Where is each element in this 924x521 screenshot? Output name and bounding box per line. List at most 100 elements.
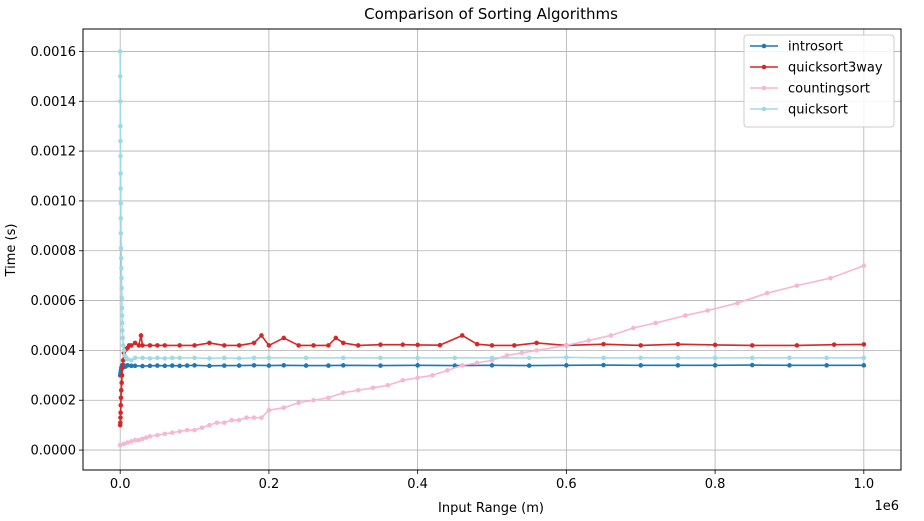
series-quicksort (117, 49, 867, 363)
data-point-introsort (526, 363, 532, 368)
data-point-countingsort (534, 348, 539, 353)
data-point-countingsort (199, 425, 205, 430)
data-point-quicksort (118, 138, 123, 144)
data-point-countingsort (794, 283, 800, 288)
data-point-countingsort (861, 263, 867, 268)
data-point-quicksort3way (192, 343, 197, 348)
data-point-quicksort (712, 355, 718, 361)
data-point-quicksort3way (118, 415, 123, 420)
data-point-countingsort (184, 427, 190, 433)
y-tick-label: 0.0000 (31, 444, 77, 459)
data-point-quicksort (147, 356, 153, 361)
data-point-quicksort3way (749, 343, 755, 348)
data-point-quicksort3way (118, 395, 124, 401)
data-point-countingsort (155, 432, 160, 438)
x-axis-ticks: 0.0 0.2 0.4 0.6 0.8 1.0 (110, 470, 874, 492)
data-point-quicksort3way (512, 343, 517, 348)
data-point-quicksort (120, 343, 126, 348)
data-point-introsort (132, 363, 138, 369)
data-point-countingsort (147, 434, 153, 439)
x-tick-label: 1.0 (853, 477, 874, 492)
data-point-quicksort3way (118, 420, 123, 425)
data-point-countingsort (564, 343, 569, 348)
data-point-quicksort3way (638, 343, 644, 348)
data-point-countingsort (735, 300, 740, 306)
data-point-quicksort3way (333, 335, 339, 341)
data-point-countingsort (586, 338, 591, 343)
data-point-introsort (340, 363, 346, 368)
data-point-countingsort (683, 313, 688, 318)
data-point-introsort (601, 362, 606, 368)
data-point-quicksort3way (534, 340, 539, 346)
data-point-quicksort3way (119, 373, 125, 378)
data-point-quicksort (340, 355, 346, 361)
data-point-countingsort (630, 325, 636, 331)
data-point-countingsort (207, 422, 212, 428)
data-point-quicksort (266, 355, 272, 361)
data-point-introsort (326, 363, 331, 368)
data-point-quicksort (119, 313, 125, 318)
data-point-introsort (266, 363, 272, 368)
data-point-countingsort (445, 368, 450, 373)
x-tick-label: 0.4 (407, 477, 428, 492)
data-point-countingsort (136, 437, 142, 443)
data-point-quicksort (155, 355, 160, 361)
data-point-quicksort (221, 355, 227, 361)
data-point-quicksort (119, 320, 125, 326)
data-point-introsort (162, 363, 168, 369)
data-point-introsort (125, 363, 130, 368)
data-point-countingsort (430, 373, 435, 378)
data-point-countingsort (340, 390, 346, 396)
data-point-countingsort (326, 395, 331, 401)
data-point-quicksort3way (162, 343, 168, 348)
data-point-countingsort (608, 333, 614, 338)
data-point-introsort (221, 363, 227, 368)
series-line-quicksort3way (119, 334, 864, 426)
data-point-countingsort (169, 430, 175, 435)
data-point-countingsort (251, 415, 257, 420)
data-point-introsort (675, 363, 681, 368)
y-tick-label: 0.0014 (31, 95, 77, 110)
data-point-introsort (712, 363, 718, 368)
data-point-quicksort3way (129, 343, 134, 348)
data-point-countingsort (370, 385, 376, 391)
series-group (117, 49, 867, 448)
data-point-quicksort (251, 355, 257, 361)
x-tick-label: 0.2 (259, 477, 280, 492)
data-point-countingsort (828, 275, 833, 281)
data-point-quicksort3way (221, 343, 227, 348)
data-point-introsort (192, 363, 197, 368)
x-tick-label: 0.0 (110, 477, 131, 492)
data-point-quicksort (118, 255, 124, 261)
data-point-introsort (564, 363, 569, 368)
y-tick-label: 0.0008 (31, 244, 77, 259)
data-point-quicksort3way (355, 343, 361, 348)
data-point-quicksort (118, 216, 124, 221)
data-point-countingsort (192, 427, 197, 433)
series-countingsort (117, 263, 867, 448)
data-point-quicksort (749, 355, 755, 361)
data-point-quicksort3way (251, 340, 257, 346)
data-point-quicksort (118, 171, 123, 176)
data-point-quicksort3way (147, 343, 153, 348)
data-point-countingsort (221, 420, 227, 425)
data-point-quicksort (140, 355, 145, 361)
data-point-quicksort3way (340, 340, 346, 346)
data-point-quicksort3way (311, 343, 316, 348)
data-point-quicksort (236, 356, 242, 361)
data-point-quicksort3way (132, 340, 138, 346)
data-point-quicksort (526, 355, 532, 361)
data-point-quicksort (675, 355, 681, 361)
data-point-quicksort3way (266, 343, 272, 348)
data-point-quicksort3way (155, 343, 160, 348)
data-point-quicksort3way (794, 343, 800, 348)
data-point-quicksort (638, 355, 644, 361)
data-point-quicksort3way (296, 343, 301, 348)
data-point-quicksort (207, 356, 212, 361)
data-point-quicksort3way (140, 343, 145, 348)
data-point-quicksort3way (474, 341, 480, 347)
data-point-quicksort (415, 355, 420, 361)
data-point-quicksort (129, 358, 134, 363)
data-point-quicksort3way (415, 342, 420, 348)
x-tick-label: 0.6 (556, 477, 577, 492)
